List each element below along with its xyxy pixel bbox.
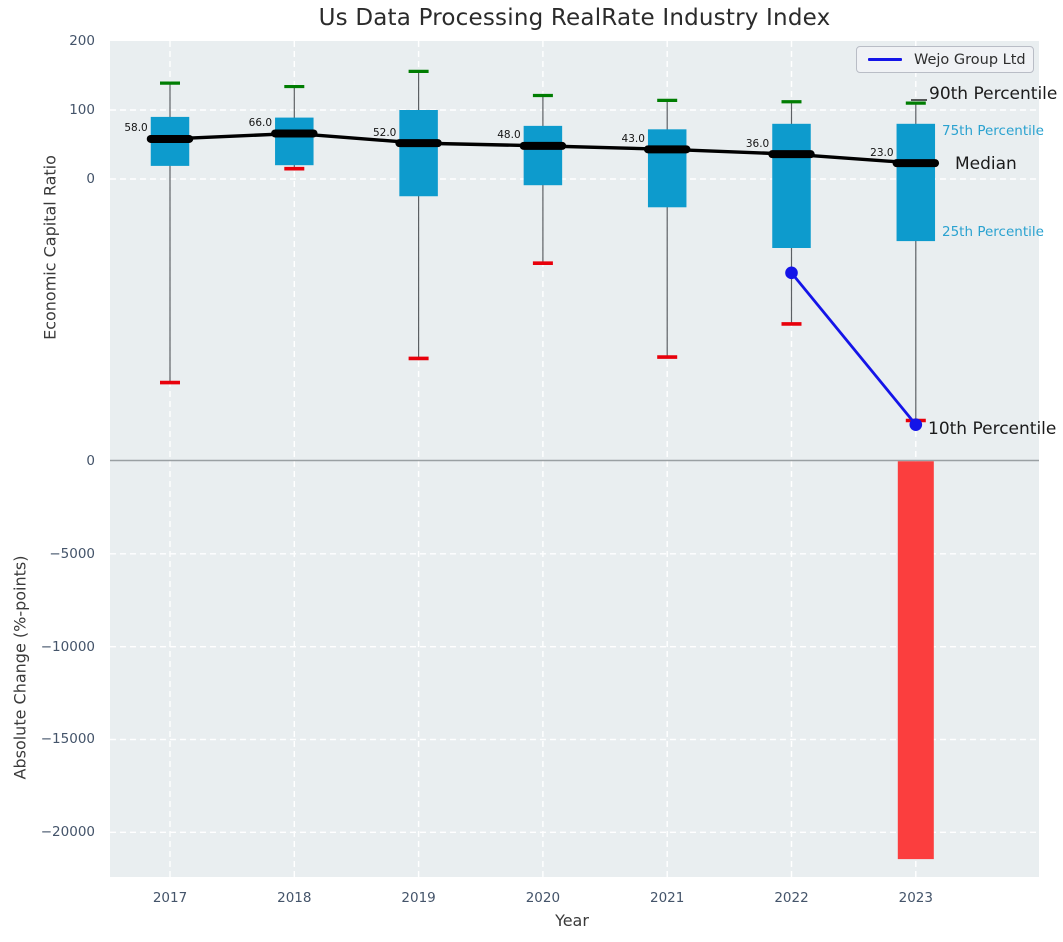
x-tick-2020: 2020 [525, 890, 561, 906]
median-value-label-2019: 52.0 [372, 126, 397, 139]
iqr-box-2021[interactable] [647, 129, 687, 208]
annotation-90th-percentile: 90th Percentile [929, 84, 1058, 104]
annotation-75th-percentile: 75th Percentile [942, 123, 1044, 139]
annotation-25th-percentile: 25th Percentile [942, 224, 1044, 240]
x-tick-2018: 2018 [277, 890, 312, 906]
y-tick-bottom--5000: −5000 [49, 545, 95, 562]
y-tick-bottom--20000: −20000 [40, 824, 95, 841]
median-value-label-2017: 58.0 [124, 122, 148, 135]
median-value-label-2023: 23.0 [870, 146, 894, 159]
iqr-box-2022[interactable] [772, 123, 811, 248]
legend[interactable]: Wejo Group Ltd [856, 46, 1034, 73]
y-axis-label-top: Economic Capital Ratio [40, 155, 60, 340]
x-tick-2017: 2017 [152, 890, 188, 906]
y-tick-top-0: 0 [86, 171, 95, 187]
median-value-label-2018: 66.0 [248, 116, 273, 129]
iqr-box-2020[interactable] [523, 125, 563, 186]
median-value-label-2021: 43.0 [621, 132, 645, 145]
y-tick-bottom-0: 0 [86, 453, 95, 469]
x-tick-2021: 2021 [650, 890, 685, 906]
median-value-label-2020: 48.0 [497, 129, 521, 142]
company-point[interactable] [785, 266, 798, 280]
annotation-10th-percentile: 10th Percentile [928, 419, 1057, 439]
x-tick-2019: 2019 [401, 890, 436, 906]
x-axis-label: Year [555, 911, 589, 930]
y-tick-bottom--15000: −15000 [40, 731, 95, 748]
legend-label: Wejo Group Ltd [914, 51, 1026, 68]
chart-title: Us Data Processing RealRate Industry Ind… [318, 5, 831, 31]
change-bar-2023[interactable] [897, 461, 934, 860]
iqr-box-2018[interactable] [275, 117, 314, 166]
median-value-label-2022: 36.0 [745, 137, 770, 150]
annotation-median: Median [955, 154, 1017, 174]
y-tick-top-200: 200 [69, 33, 95, 49]
company-line[interactable] [790, 271, 917, 426]
iqr-box-2023[interactable] [896, 123, 936, 242]
plot-background [110, 41, 1039, 877]
y-tick-top-100: 100 [69, 102, 95, 118]
iqr-box-2019[interactable] [399, 110, 438, 197]
x-tick-2022: 2022 [774, 890, 809, 906]
company-point[interactable] [909, 418, 923, 431]
legend-line-sample [868, 58, 902, 61]
y-tick-bottom--10000: −10000 [40, 638, 95, 655]
x-tick-2023: 2023 [898, 890, 933, 906]
